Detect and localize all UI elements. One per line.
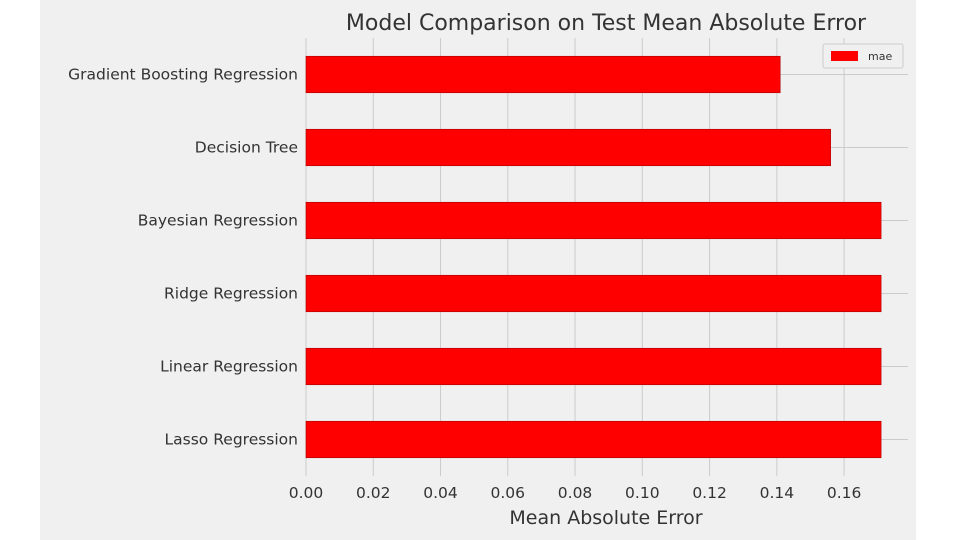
x-tick-label: 0.10: [625, 484, 660, 502]
y-tick-label: Linear Regression: [160, 358, 298, 376]
x-tick-label: 0.14: [760, 484, 795, 502]
x-tick-label: 0.02: [356, 484, 391, 502]
y-tick-label: Decision Tree: [195, 139, 298, 157]
legend-box: [822, 43, 904, 69]
legend-swatch: [831, 51, 858, 61]
x-tick-label: 0.12: [692, 484, 727, 502]
x-axis-label: Mean Absolute Error: [509, 507, 702, 529]
bar: [305, 274, 882, 313]
chart-title: Model Comparison on Test Mean Absolute E…: [346, 11, 867, 36]
legend-label: mae: [868, 50, 892, 63]
bar: [305, 420, 882, 459]
x-tick-label: 0.00: [289, 484, 324, 502]
grid-lines: [305, 38, 908, 476]
bar: [305, 55, 781, 94]
y-tick-label: Lasso Regression: [165, 431, 298, 449]
bars-group: [305, 55, 882, 459]
x-tick-label: 0.08: [558, 484, 593, 502]
bar: [305, 128, 831, 167]
x-tick-label: 0.16: [827, 484, 862, 502]
y-tick-labels: Gradient Boosting Regression Decision Tre…: [68, 66, 298, 449]
y-tick-label: Bayesian Regression: [138, 212, 298, 230]
y-tick-label: Gradient Boosting Regression: [68, 66, 298, 84]
bar: [305, 201, 882, 240]
x-tick-label: 0.04: [423, 484, 458, 502]
bar: [305, 347, 882, 386]
y-tick-label: Ridge Regression: [164, 285, 298, 303]
x-tick-label: 0.06: [491, 484, 526, 502]
legend: mae: [822, 43, 904, 69]
x-tick-labels: 0.00 0.02 0.04 0.06 0.08 0.10 0.12 0.14 0.16: [289, 484, 862, 502]
